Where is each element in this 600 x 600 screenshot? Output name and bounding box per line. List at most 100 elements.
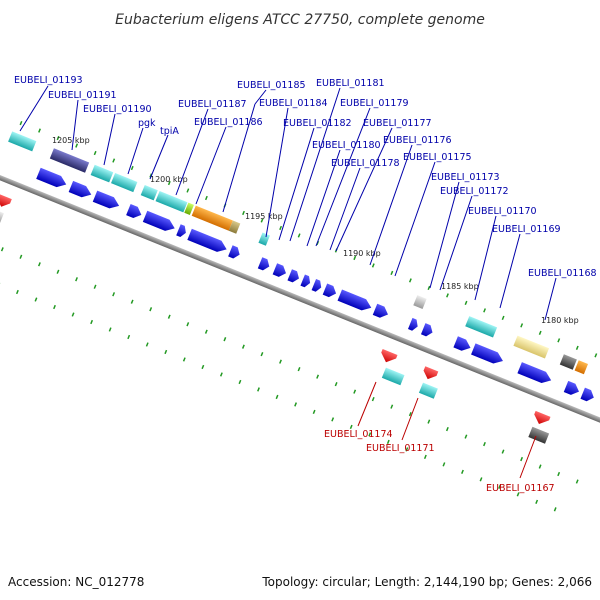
tick-mark	[405, 447, 409, 452]
cds-forward-18	[453, 336, 471, 351]
cds-forward-1	[68, 180, 92, 198]
gene-label-EUBELI_01167: EUBELI_01167	[486, 483, 555, 494]
scale-label-1205: 1205 kbp	[52, 136, 90, 145]
feature-upper-5	[155, 190, 188, 213]
tick-mark	[445, 426, 449, 432]
tick-mark	[90, 319, 94, 325]
gene-label-EUBELI_01185: EUBELI_01185	[237, 80, 306, 91]
tick-mark	[371, 263, 375, 268]
label-connectors-bottom	[357, 381, 537, 479]
tick-mark	[442, 462, 446, 467]
tick-mark	[242, 210, 245, 216]
feature-upper-9	[258, 232, 270, 246]
cds-forward-4	[142, 210, 175, 231]
tick-mark	[167, 314, 171, 319]
gene-label-EUBELI_01174: EUBELI_01174	[324, 429, 393, 440]
tick-mark	[93, 150, 97, 156]
cds-forward-15	[372, 303, 388, 318]
gene-label-EUBELI_01179: EUBELI_01179	[340, 98, 409, 109]
tick-mark	[386, 439, 390, 445]
tick-mark	[56, 135, 60, 141]
cds-forward-22	[580, 387, 594, 402]
tick-mark	[294, 402, 298, 407]
gene-label-EUBELI_01169: EUBELI_01169	[492, 224, 561, 235]
tick-mark	[34, 297, 38, 302]
feature-upper-13	[559, 354, 577, 370]
cds-forward-5	[176, 224, 186, 238]
cds-forward-7	[228, 245, 240, 259]
gene-label-pgk: pgk	[138, 118, 156, 129]
cds-forward-6	[187, 228, 227, 252]
tick-mark	[535, 499, 539, 504]
tick-mark	[164, 349, 168, 355]
tick-mark	[501, 449, 505, 454]
feature-lower-5	[418, 382, 438, 399]
cds-forward-16	[407, 317, 418, 331]
tick-mark	[238, 379, 242, 385]
cds-forward-2	[92, 190, 120, 209]
tick-mark	[0, 247, 4, 252]
tick-mark	[149, 173, 153, 178]
feature-upper-11	[465, 316, 498, 338]
tick-mark	[520, 323, 524, 328]
tick-mark	[279, 359, 282, 364]
gene-label-EUBELI_01190: EUBELI_01190	[83, 104, 152, 115]
cds-forward-12	[311, 278, 322, 292]
map-title: Eubacterium eligens ATCC 27750, complete…	[115, 12, 485, 28]
tick-mark	[15, 289, 19, 295]
gene-label-EUBELI_01187: EUBELI_01187	[178, 99, 247, 110]
tick-mark	[408, 411, 412, 417]
tick-mark	[19, 254, 23, 259]
tick-mark	[71, 312, 75, 317]
genome-summary-text: Topology: circular; Length: 2,144,190 bp…	[261, 575, 592, 589]
gene-label-EUBELI_01182: EUBELI_01182	[283, 118, 352, 129]
tick-mark	[464, 434, 468, 439]
tick-mark	[149, 307, 153, 312]
tick-mark	[19, 120, 23, 126]
feature-lower-2	[381, 349, 398, 363]
tick-mark	[257, 387, 260, 392]
tick-mark	[427, 419, 431, 424]
tick-mark	[37, 262, 41, 267]
gene-label-EUBELI_01175: EUBELI_01175	[403, 152, 472, 163]
tick-mark	[279, 225, 283, 231]
gene-features	[0, 131, 594, 444]
label-connectors-top	[19, 85, 557, 321]
scale-label-1195: 1195 kbp	[245, 212, 283, 221]
feature-upper-14	[574, 360, 589, 375]
feature-lower-3	[381, 367, 405, 386]
feature-upper-7	[191, 205, 233, 231]
tick-mark	[594, 353, 598, 358]
gene-label-EUBELI_01176: EUBELI_01176	[383, 135, 452, 146]
cds-forward-3	[126, 204, 142, 219]
tick-mark	[408, 278, 412, 283]
feature-upper-8	[228, 220, 241, 234]
tick-mark	[479, 477, 483, 482]
tick-mark	[130, 165, 134, 171]
feature-upper-1	[49, 148, 90, 173]
tick-marks	[0, 120, 598, 512]
tick-mark	[297, 367, 301, 372]
feature-lower-6	[534, 410, 551, 425]
tick-mark	[204, 329, 208, 334]
gene-label-EUBELI_01191: EUBELI_01191	[48, 90, 117, 101]
cds-forward-11	[300, 274, 311, 288]
tick-mark	[501, 315, 505, 321]
tick-mark	[553, 507, 557, 512]
tick-mark	[461, 469, 464, 474]
cds-forward-20	[517, 362, 552, 383]
gene-label-tpiA: tpiA	[160, 126, 179, 137]
tick-mark	[186, 322, 190, 327]
tick-mark	[423, 454, 427, 460]
tick-mark	[390, 404, 394, 409]
genome-backbone	[0, 167, 600, 435]
cds-forward-14	[337, 289, 372, 311]
cds-forward-0	[36, 167, 67, 188]
tick-mark	[260, 352, 264, 357]
tick-mark	[75, 143, 79, 148]
feature-upper-0	[8, 131, 37, 152]
gene-label-EUBELI_01184: EUBELI_01184	[259, 98, 328, 109]
tick-mark	[349, 424, 353, 430]
cds-forward-19	[471, 343, 503, 364]
